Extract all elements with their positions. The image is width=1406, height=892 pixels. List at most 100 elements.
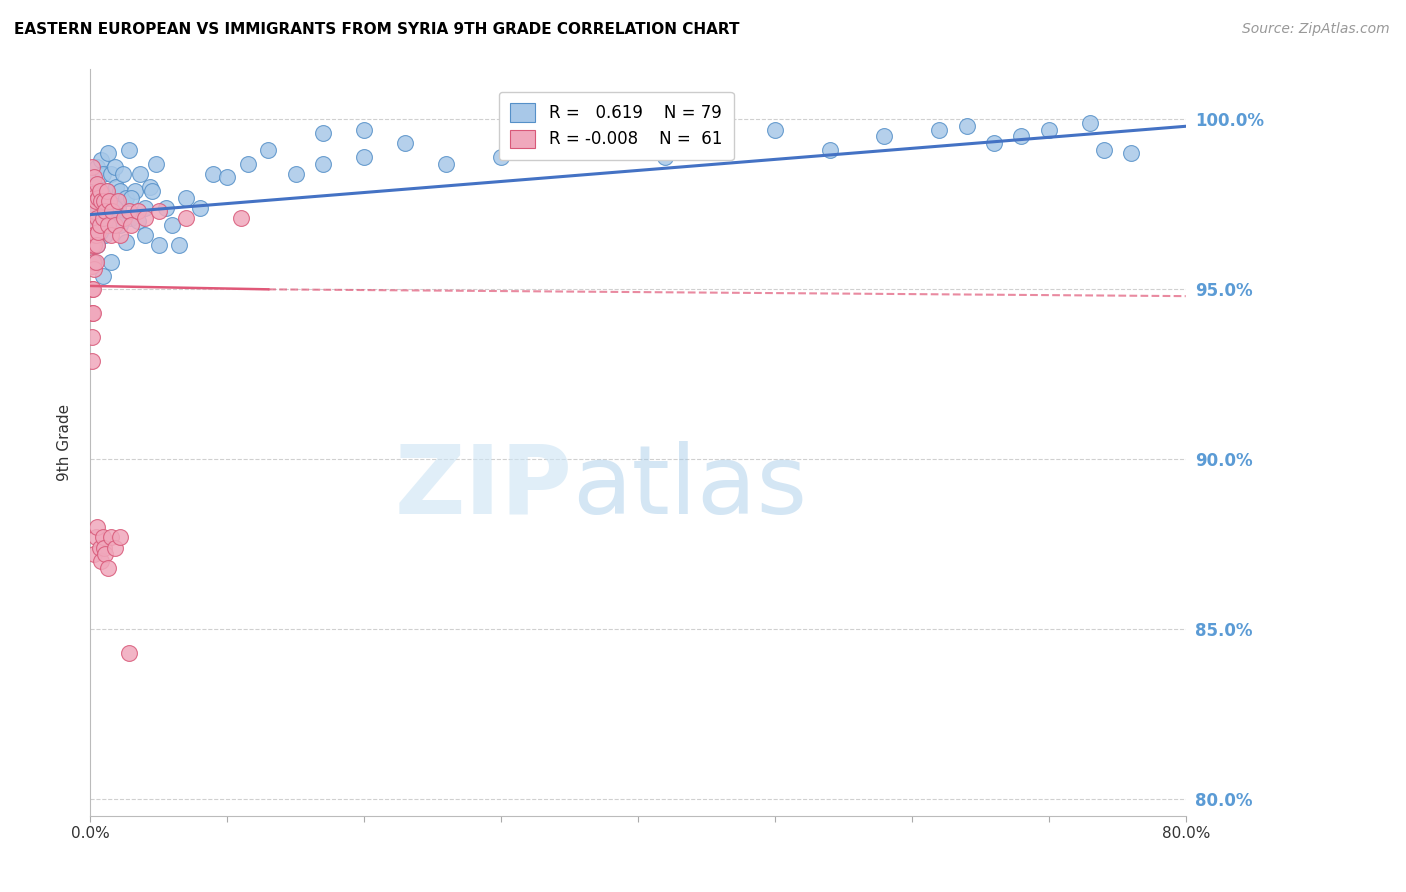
Point: [155, 201, 177, 215]
Point: [928, 122, 950, 136]
Point: [84, 530, 107, 544]
Point: [100, 255, 122, 269]
Point: [599, 116, 621, 130]
Point: [104, 160, 127, 174]
Point: [82, 191, 104, 205]
Point: [83, 170, 105, 185]
Point: [1119, 146, 1142, 161]
Y-axis label: 9th Grade: 9th Grade: [58, 404, 72, 481]
Point: [83, 238, 105, 252]
Point: [1038, 122, 1060, 136]
Point: [873, 129, 896, 144]
Point: [82, 306, 104, 320]
Point: [110, 530, 132, 544]
Point: [90, 554, 112, 568]
Point: [312, 126, 335, 140]
Point: [89, 541, 111, 555]
Point: [134, 211, 156, 225]
Point: [97, 146, 120, 161]
Point: [115, 191, 138, 205]
Point: [101, 204, 124, 219]
Point: [162, 218, 184, 232]
Point: [89, 218, 111, 232]
Point: [174, 211, 197, 225]
Point: [97, 218, 120, 232]
Point: [96, 184, 118, 198]
Point: [94, 204, 117, 219]
Point: [100, 227, 122, 242]
Text: Source: ZipAtlas.com: Source: ZipAtlas.com: [1241, 22, 1389, 37]
Point: [148, 204, 170, 219]
Point: [80, 330, 103, 344]
Point: [80, 187, 103, 202]
Point: [394, 136, 416, 151]
Point: [82, 173, 104, 187]
Point: [86, 160, 108, 174]
Point: [818, 143, 841, 157]
Point: [91, 211, 114, 225]
Point: [127, 204, 149, 219]
Point: [82, 255, 104, 269]
Point: [97, 561, 120, 575]
Legend: R =   0.619    N = 79, R = -0.008    N =  61: R = 0.619 N = 79, R = -0.008 N = 61: [499, 92, 734, 160]
Point: [1092, 143, 1115, 157]
Point: [98, 218, 121, 232]
Point: [90, 194, 112, 208]
Point: [110, 218, 132, 232]
Point: [558, 122, 581, 136]
Point: [93, 541, 115, 555]
Point: [91, 167, 114, 181]
Point: [80, 353, 103, 368]
Point: [86, 238, 108, 252]
Point: [1010, 129, 1032, 144]
Point: [257, 143, 280, 157]
Point: [89, 225, 111, 239]
Point: [141, 184, 163, 198]
Point: [117, 646, 139, 660]
Point: [110, 227, 132, 242]
Point: [134, 201, 156, 215]
Point: [80, 259, 103, 273]
Point: [89, 184, 111, 198]
Point: [1078, 116, 1101, 130]
Point: [86, 238, 108, 252]
Point: [120, 211, 142, 225]
Point: [148, 238, 170, 252]
Point: [96, 211, 118, 225]
Text: EASTERN EUROPEAN VS IMMIGRANTS FROM SYRIA 9TH GRADE CORRELATION CHART: EASTERN EUROPEAN VS IMMIGRANTS FROM SYRI…: [14, 22, 740, 37]
Point: [83, 255, 105, 269]
Point: [103, 211, 125, 225]
Point: [104, 201, 127, 215]
Point: [174, 191, 197, 205]
Point: [80, 282, 103, 296]
Point: [217, 170, 239, 185]
Point: [83, 201, 105, 215]
Point: [86, 177, 108, 191]
Point: [87, 225, 110, 239]
Point: [84, 255, 107, 269]
Point: [104, 218, 127, 232]
Point: [107, 194, 129, 208]
Point: [98, 194, 121, 208]
Point: [80, 187, 103, 202]
Point: [84, 180, 107, 194]
Point: [503, 136, 526, 151]
Point: [83, 262, 105, 277]
Point: [104, 541, 127, 555]
Point: [84, 227, 107, 242]
Point: [956, 120, 979, 134]
Point: [105, 180, 128, 194]
Point: [82, 227, 104, 242]
Point: [87, 191, 110, 205]
Text: atlas: atlas: [572, 441, 807, 533]
Point: [134, 227, 156, 242]
Point: [544, 143, 567, 157]
Point: [353, 122, 375, 136]
Point: [83, 547, 105, 561]
Point: [93, 194, 115, 208]
Point: [87, 214, 110, 228]
Point: [139, 180, 162, 194]
Point: [709, 136, 731, 151]
Point: [120, 191, 142, 205]
Point: [86, 520, 108, 534]
